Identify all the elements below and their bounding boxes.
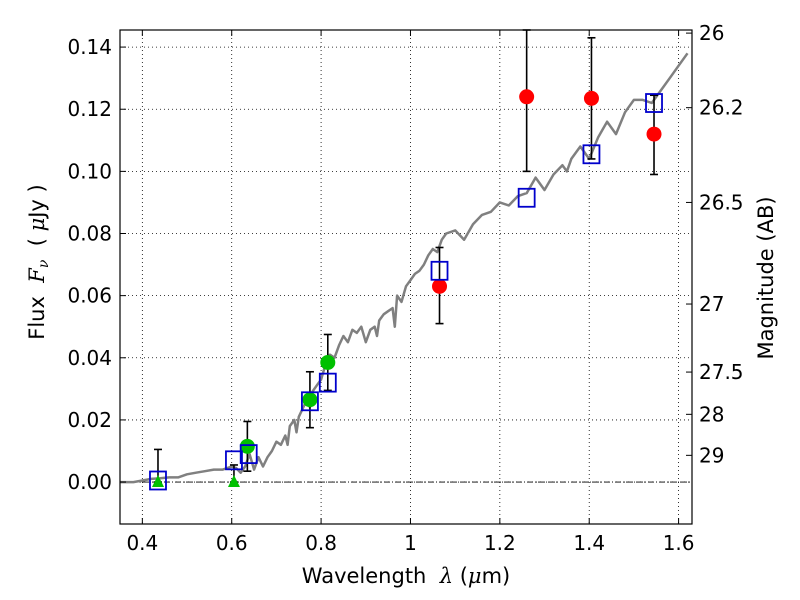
x-tick-label: 1.4 [573,531,605,555]
model-photometry-square [517,187,536,208]
y-axis-ticks: 0.00 0.02 0.04 0.06 0.08 0.10 0.12 0.14 [67,35,126,494]
x-tick-label: 0.6 [216,531,248,555]
optical-point [320,354,336,370]
y-tick-label: 0.14 [67,35,112,59]
nir-point [432,278,448,294]
x-tick-label: 0.4 [126,531,158,555]
model-photometry-square [318,372,337,393]
x-tick-label: 1 [404,531,417,555]
y-axis-label: Flux Fν ( μJy ) [25,184,52,339]
nir-point [646,126,662,142]
y-tick-label: 0.02 [67,408,112,432]
optical-limit-triangle [227,475,240,488]
model-photometry-points [149,93,663,491]
right-tick-label: 26.5 [699,190,744,214]
model-photometry-square [582,144,601,165]
model-photometry-square [149,470,167,491]
right-tick-label: 26 [699,21,724,45]
optical-limit-triangle [151,475,164,488]
right-axis-label: Magnitude (AB) [754,196,778,359]
model-photometry-square [430,260,449,281]
y-tick-label: 0.06 [67,284,112,308]
right-tick-label: 28 [699,402,724,426]
model-photometry-square [225,450,243,471]
y-tick-label: 0.10 [67,159,112,183]
right-tick-label: 27 [699,292,724,316]
x-axis-ticks: 0.4 0.6 0.8 1 1.2 1.4 1.6 [126,30,695,555]
right-axis-ticks: 26 26.2 26.5 27 27.5 28 29 [686,21,744,467]
right-tick-label: 26.2 [699,96,744,120]
model-photometry-square [301,391,319,412]
y-tick-label: 0.04 [67,346,112,370]
nir-points [432,89,662,294]
model-photometry-square [645,93,663,113]
optical-point [302,392,318,408]
y-tick-label: 0.08 [67,222,112,246]
right-tick-label: 27.5 [699,360,744,384]
y-tick-label: 0.12 [67,97,112,121]
right-tick-label: 29 [699,443,724,467]
plot-frame [119,29,693,525]
x-tick-label: 0.8 [305,531,337,555]
x-tick-label: 1.6 [663,531,695,555]
optical-point [239,438,255,454]
nir-point [519,89,535,105]
x-tick-label: 1.2 [484,531,516,555]
model-photometry-square [239,444,258,464]
optical-points [151,354,336,488]
nir-point [583,90,599,106]
y-tick-label: 0.00 [67,470,112,494]
x-axis-label: Wavelength λ (μm) [302,564,510,588]
